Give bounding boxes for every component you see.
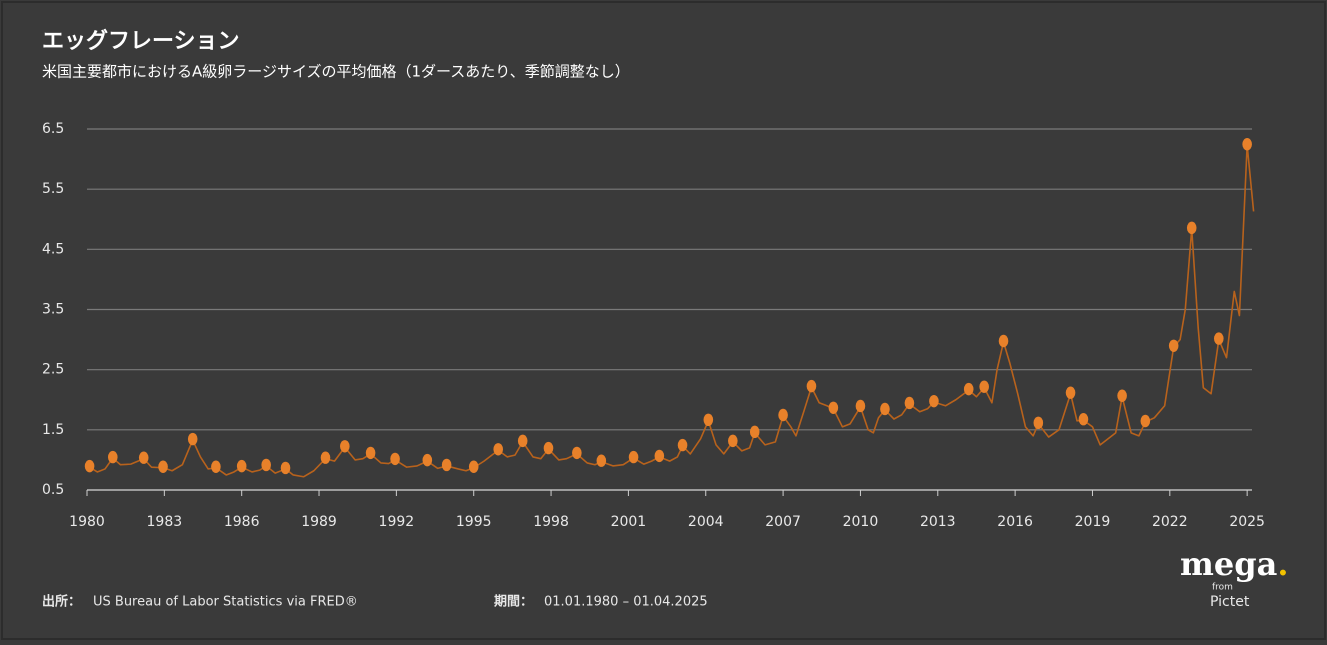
y-tick-label: 6.5 bbox=[42, 121, 64, 137]
egg-marker bbox=[422, 453, 433, 467]
egg-marker bbox=[1065, 386, 1076, 399]
y-tick-label: 1.5 bbox=[42, 422, 64, 438]
egg-marker bbox=[1033, 416, 1044, 430]
egg-marker bbox=[261, 458, 271, 472]
egg-marker bbox=[365, 446, 376, 460]
egg-marker bbox=[107, 450, 118, 464]
egg-marker bbox=[320, 451, 331, 464]
egg-marker bbox=[1186, 221, 1197, 235]
egg-marker bbox=[979, 380, 989, 393]
egg-marker bbox=[1213, 332, 1224, 345]
egg-marker bbox=[390, 452, 400, 466]
x-tick-label: 1995 bbox=[456, 514, 492, 530]
x-tick-label: 2016 bbox=[997, 514, 1033, 530]
egg-marker bbox=[855, 399, 866, 413]
egg-marker bbox=[441, 458, 452, 472]
egg-marker bbox=[1117, 389, 1127, 402]
egg-marker bbox=[138, 451, 149, 464]
y-tick-label: 2.5 bbox=[42, 362, 64, 378]
egg-marker bbox=[778, 408, 788, 422]
x-tick-label: 2010 bbox=[843, 514, 879, 530]
logo-dot: . bbox=[1277, 545, 1288, 583]
period: 01.01.1980 – 01.04.2025 bbox=[544, 595, 708, 610]
egg-marker bbox=[84, 459, 95, 473]
egg-marker bbox=[1242, 138, 1252, 151]
egg-marker bbox=[806, 379, 817, 393]
x-tick-label: 2022 bbox=[1152, 514, 1188, 530]
logo-word: mega bbox=[1180, 545, 1277, 583]
x-tick-label: 1983 bbox=[147, 514, 183, 530]
y-tick-label: 0.5 bbox=[42, 482, 64, 498]
y-tick-label: 4.5 bbox=[42, 241, 64, 257]
logo-brand: Pictet bbox=[1210, 594, 1250, 610]
egg-marker bbox=[211, 460, 221, 473]
x-tick-label: 1980 bbox=[69, 514, 105, 530]
egg-marker bbox=[654, 449, 665, 463]
x-tick-label: 2013 bbox=[920, 514, 956, 530]
egg-marker bbox=[703, 413, 714, 427]
source-label: 出所： bbox=[42, 594, 81, 610]
egg-marker bbox=[236, 459, 247, 473]
period-label: 期間： bbox=[494, 595, 533, 610]
egg-marker bbox=[628, 450, 639, 464]
egg-marker bbox=[493, 443, 504, 456]
egg-marker bbox=[340, 440, 350, 453]
x-tick-label: 2001 bbox=[611, 514, 647, 530]
logo: mega. bbox=[1180, 545, 1288, 583]
source: US Bureau of Labor Statistics via FRED® bbox=[93, 595, 358, 610]
x-tick-label: 1986 bbox=[224, 514, 260, 530]
x-tick-label: 2007 bbox=[765, 514, 801, 530]
egg-marker bbox=[280, 461, 291, 475]
x-tick-label: 2004 bbox=[688, 514, 724, 530]
egg-marker bbox=[963, 382, 974, 396]
x-tick-label: 1989 bbox=[301, 514, 337, 530]
egg-marker bbox=[187, 432, 198, 446]
egg-marker bbox=[929, 394, 939, 408]
egg-marker bbox=[517, 434, 528, 448]
egg-marker bbox=[543, 441, 554, 455]
egg-marker bbox=[880, 402, 890, 416]
x-tick-label: 2019 bbox=[1075, 514, 1111, 530]
logo-from: from bbox=[1212, 583, 1233, 593]
egg-marker bbox=[828, 401, 839, 414]
y-tick-label: 5.5 bbox=[42, 181, 64, 197]
egg-marker bbox=[468, 460, 479, 473]
egg-marker bbox=[1078, 413, 1089, 426]
egg-marker bbox=[1168, 339, 1179, 353]
egg-marker bbox=[596, 454, 607, 467]
x-tick-label: 2025 bbox=[1229, 514, 1265, 530]
egg-marker bbox=[572, 446, 582, 460]
egg-marker bbox=[904, 396, 915, 410]
x-tick-label: 1992 bbox=[379, 514, 415, 530]
egg-marker bbox=[677, 438, 688, 452]
y-tick-label: 3.5 bbox=[42, 302, 64, 318]
egg-marker bbox=[749, 425, 760, 439]
chart-title: エッグフレーション bbox=[42, 28, 240, 54]
egg-marker bbox=[1140, 414, 1151, 428]
x-tick-label: 1998 bbox=[533, 514, 569, 530]
egg-marker bbox=[728, 434, 738, 448]
egg-marker bbox=[158, 460, 168, 473]
chart-subtitle: 米国主要都市におけるA級卵ラージサイズの平均価格（1ダースあたり、季節調整なし） bbox=[42, 63, 630, 81]
egg-marker bbox=[998, 334, 1009, 348]
